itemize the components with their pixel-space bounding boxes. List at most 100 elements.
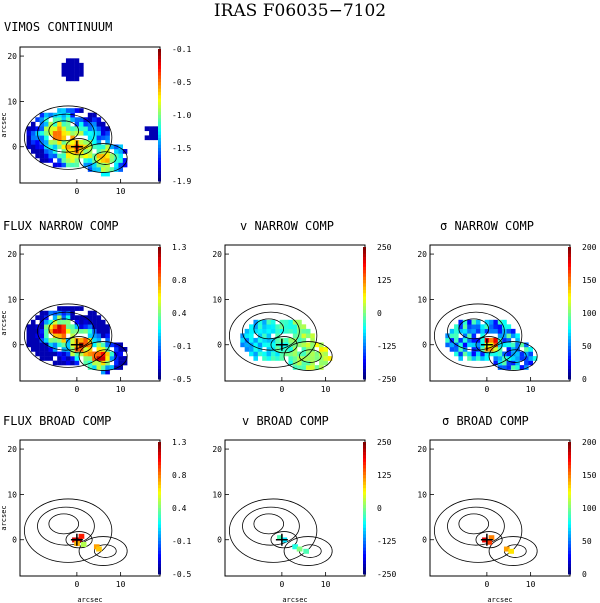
colorbar-tick-label: 0.8 [172,471,187,480]
colorbar-segment [363,316,366,321]
colorbar-segment [568,332,571,337]
map-pixel [266,351,272,357]
x-tick-label: 10 [116,580,126,589]
contour-line [65,531,93,549]
map-pixel [48,310,54,316]
map-pixel [79,328,84,334]
y-tick-label: 20 [212,445,222,454]
map-pixel [310,333,315,339]
map-pixel [79,351,84,357]
map-pixel [26,135,32,141]
map-pixel [61,117,67,122]
map-pixel [114,342,119,348]
map-pixel [44,347,49,352]
map-pixel [467,351,472,357]
map-pixel [92,167,97,172]
map-pixel [462,319,468,325]
colorbar-tick-label: 1.3 [172,243,187,252]
colorbar-segment [363,326,366,330]
contour-line [253,513,285,535]
map-pixel [292,342,298,348]
colorbar-segment [363,266,366,271]
map-pixel [510,360,516,366]
map-pixel [30,328,36,334]
colorbar-tick-label: 150 [582,471,597,480]
colorbar-segment [158,283,161,288]
map-pixel [57,324,62,330]
map-pixel [74,356,80,361]
colorbar-segment [158,263,161,268]
colorbar-segment [363,332,366,337]
colorbar-segment [363,293,366,297]
map-pixel [244,337,250,343]
map-pixel [292,319,298,325]
colorbar-segment [158,481,161,486]
map-pixel [100,328,106,334]
colorbar-segment [568,303,571,307]
map-pixel [149,130,154,136]
map-pixel [323,360,329,366]
colorbar-segment [568,494,571,499]
map-pixel [57,130,62,136]
map-pixel [449,347,455,352]
map-pixel [39,342,45,348]
map-pixel [87,351,93,357]
map-pixel [467,333,472,339]
map-pixel [114,365,119,370]
map-pixel [277,535,283,541]
y-tick-label: 20 [417,445,427,454]
x-tick-label: 10 [526,385,536,394]
map-pixel [100,162,106,168]
map-pixel [74,351,80,357]
map-pixel [471,319,477,325]
map-pixel [305,347,311,352]
map-pixel [39,144,45,150]
map-pixel [39,139,45,145]
map-pixel [26,324,32,330]
colorbar-segment [568,445,571,450]
colorbar-segment [363,488,366,492]
contour-line [488,341,538,371]
map-pixel [30,347,36,352]
colorbar-segment [158,511,161,516]
map-pixel [109,167,115,172]
colorbar-tick-label: 100 [582,309,597,318]
map-pixel [52,117,58,122]
map-pixel [26,337,32,343]
map-pixel [524,360,529,366]
contour-line [283,341,333,371]
map-pixel [48,153,54,159]
map-pixel [100,144,106,150]
map-pixel [310,360,315,366]
colorbar-segment [158,336,161,340]
map-pixel [57,112,62,118]
map-pixel [65,144,71,150]
map-pixel [39,315,45,320]
map-pixel [292,328,298,334]
map-pixel [493,356,499,361]
colorbar-segment [363,541,366,545]
map-pixel [105,158,110,163]
colorbar-segment [363,365,366,370]
map-pixel [467,356,472,361]
map-pixel [57,337,62,343]
colorbar-segment [158,72,161,76]
panel-title: σ NARROW COMP [440,219,534,233]
map-pixel [30,149,36,154]
colorbar-segment [158,504,161,509]
map-pixel [279,324,285,330]
map-pixel [92,144,97,150]
colorbar-segment [158,293,161,297]
map-pixel [65,342,71,348]
map-pixel [30,333,36,339]
map-pixel [74,306,80,311]
map-pixel [122,360,128,366]
colorbar-segment [363,359,366,363]
map-pixel [301,360,307,366]
map-pixel [270,328,276,334]
map-pixel [484,351,490,357]
colorbar-segment [568,461,571,466]
map-pixel [480,351,485,357]
map-pixel [249,351,254,357]
colorbar-segment [568,276,571,281]
